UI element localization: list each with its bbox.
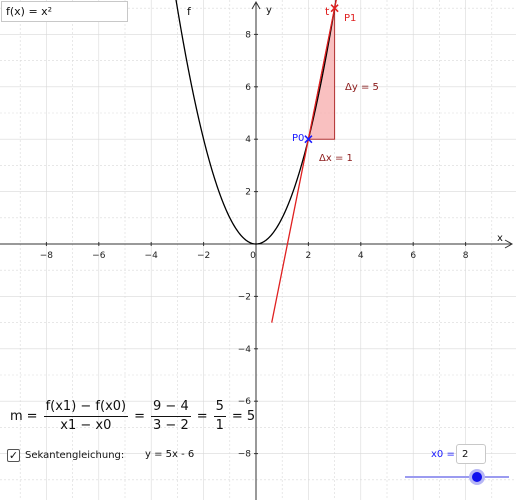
x-tick-label: −4 [145,251,159,261]
sekante-toggle[interactable]: ✓ Sekantengleichung: [7,447,124,463]
equals-sign: = [26,408,38,424]
point-p1-label: P1 [344,13,356,24]
difference-quotient-simplified: 5 1 [213,399,226,433]
difference-quotient-general: f(x1) − f(x0) x1 − x0 [43,399,129,433]
x-tick-label: −8 [40,251,54,261]
y-tick-label: −6 [238,397,252,407]
slider-label-x0: x0 = [431,449,455,460]
slope-result: 5 [246,408,256,424]
tick-labels: −8 −6 −4 −2 0 2 4 6 8 8 6 4 2 −2 −4 −6 −8 [40,30,469,459]
x-axis-arrow [504,239,514,249]
equals-sign: = [196,408,208,424]
y-tick-label: −4 [238,345,252,355]
slope-formula: m = f(x1) − f(x0) x1 − x0 = 9 − 4 3 − 2 … [10,397,255,435]
function-input-field[interactable]: f(x) = x² [1,1,128,22]
y-tick-label: 8 [245,30,251,40]
x-tick-label: 0 [250,251,256,261]
x-tick-label: 8 [463,251,469,261]
delta-x-label: Δx = 1 [319,153,353,164]
slider-track[interactable] [405,476,509,478]
y-tick-label: 2 [245,188,251,198]
point-p0[interactable] [304,135,313,144]
fraction-numerator: 9 − 4 [151,399,191,417]
point-marker-stroke [304,135,313,144]
x-tick-label: 4 [358,251,364,261]
slope-symbol: m [10,408,23,424]
x-tick-label: 2 [306,251,312,261]
slider-value-input[interactable]: 2 [456,444,486,464]
fraction-numerator: 5 [213,399,226,417]
difference-quotient-values: 9 − 4 3 − 2 [151,399,191,433]
sekante-checkbox[interactable]: ✓ [7,448,20,462]
y-axis-label: y [266,5,272,16]
delta-y-label: Δy = 5 [345,82,379,93]
y-tick-label: 4 [245,135,251,145]
slider-knob[interactable] [469,469,485,485]
fraction-denominator: x1 − x0 [60,417,112,433]
point-p0-label: P0 [292,133,304,144]
x-tick-label: −6 [92,251,106,261]
fraction-numerator: f(x1) − f(x0) [43,399,129,417]
y-tick-label: 6 [245,83,251,93]
sekante-label: Sekantengleichung: [25,449,125,461]
secant-equation: y = 5x - 6 [145,449,195,460]
x-axis-label: x [497,233,503,244]
point-p1[interactable] [330,4,339,13]
function-label-f: f [187,5,192,18]
y-tick-label: −2 [238,292,251,302]
secant-label-t: t [325,5,330,18]
x-tick-label: −2 [197,251,210,261]
x-tick-label: 6 [410,251,416,261]
fraction-denominator: 1 [215,417,224,433]
fraction-denominator: 3 − 2 [153,417,189,433]
y-axis-arrow [251,0,261,10]
equals-sign: = [134,408,146,424]
point-marker-stroke [330,4,339,13]
y-tick-label: −8 [238,450,252,460]
equals-sign: = [231,408,243,424]
